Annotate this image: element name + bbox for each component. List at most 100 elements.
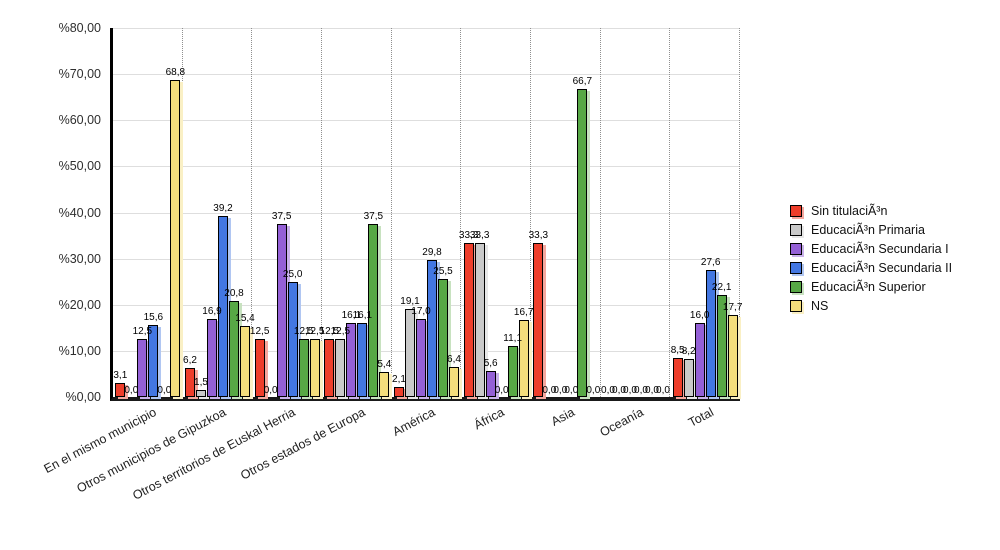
group-separator (739, 28, 740, 397)
legend-swatch-icon (790, 242, 802, 255)
legend-item: EducaciÃ³n Secundaria I (790, 241, 952, 256)
bar-value-label: 17,7 (722, 302, 743, 314)
bar-value-label: 16,1 (352, 309, 373, 321)
bar-value-label: 33,3 (469, 230, 490, 242)
bar-value-label: 0,0 (634, 385, 648, 396)
bar (298, 339, 309, 397)
bar-value-label: 6,2 (183, 355, 197, 367)
bar (474, 243, 485, 397)
bar (416, 318, 426, 397)
x-category-label: En el mismo municipio (41, 405, 159, 477)
bar-value-label: 0,0 (263, 385, 278, 396)
x-category-label: Asia (548, 405, 577, 429)
bar-value-label: 37,5 (363, 211, 384, 223)
group-separator (599, 28, 601, 397)
bar-value-label: 0,0 (656, 385, 670, 396)
y-tick-label: %50,00 (58, 159, 101, 174)
bar-value-label: 19,1 (400, 295, 420, 307)
bar (405, 308, 415, 397)
bar-value-label: 0,0 (542, 385, 557, 396)
y-tick-label: %40,00 (58, 205, 101, 220)
legend-item: EducaciÃ³n Secundaria II (790, 260, 952, 275)
legend-swatch-icon (790, 299, 802, 312)
bar-value-label: 0,0 (623, 385, 637, 396)
bar-value-label: 11,1 (503, 332, 523, 344)
bar (276, 224, 287, 397)
bar-value-label: 12,5 (132, 326, 153, 338)
y-tick-label: %0,00 (65, 390, 101, 404)
bar-value-label: 29,8 (422, 246, 442, 258)
legend-label: NS (811, 298, 829, 313)
bar (427, 259, 437, 397)
bar-value-label: 68,8 (165, 66, 186, 78)
legend: Sin titulaciÃ³n EducaciÃ³n Primaria Educac… (790, 203, 952, 317)
bar-value-label: 16,9 (202, 306, 222, 318)
bar-value-label: 15,6 (143, 312, 164, 324)
x-category-label: Total (685, 405, 716, 430)
bar-value-label: 2,1 (392, 374, 406, 386)
bar (335, 339, 346, 397)
bar-value-label: 1,5 (194, 377, 208, 389)
legend-swatch-icon (790, 280, 802, 293)
group-separator (460, 28, 462, 397)
bar (449, 367, 459, 397)
x-category-label: África (471, 405, 507, 433)
bar (170, 79, 181, 397)
y-tick-label: %20,00 (58, 297, 101, 312)
bar-value-label: 33,3 (528, 230, 549, 242)
bar (694, 323, 705, 397)
legend-label: EducaciÃ³n Superior (811, 279, 926, 294)
bar (683, 359, 694, 397)
bar (240, 325, 250, 397)
bar-value-label: 33,3 (458, 230, 479, 242)
group-separator (321, 28, 322, 397)
bar (185, 368, 195, 397)
bar-value-label: 8,5 (670, 344, 685, 356)
bar-value-label: 3,1 (113, 369, 128, 381)
bar-value-label: 0,0 (553, 385, 568, 396)
bar (324, 339, 335, 397)
bar (379, 372, 390, 397)
bar-value-label: 0,0 (157, 385, 172, 396)
bar-value-label: 15,4 (235, 312, 255, 324)
group-separator (669, 28, 671, 397)
bar-value-label: 6,4 (447, 354, 461, 366)
bar (485, 371, 496, 397)
y-tick-label: %60,00 (58, 113, 101, 128)
bar (533, 243, 544, 397)
bar-value-label: 27,6 (700, 256, 721, 268)
bar (115, 382, 126, 397)
bar (346, 322, 357, 397)
gridline (113, 350, 740, 352)
bar-value-label: 37,5 (271, 211, 292, 223)
bar-value-label: 0,0 (124, 385, 139, 396)
bar-value-label: 12,5 (249, 326, 270, 338)
group-separator (251, 28, 253, 397)
bar-value-label: 0,0 (601, 385, 615, 396)
y-tick-label: %30,00 (58, 251, 101, 266)
bar-value-label: 20,8 (224, 288, 244, 300)
bar (207, 319, 217, 397)
bar-value-label: 22,1 (711, 282, 732, 294)
bar-value-label: 0,0 (612, 385, 626, 396)
gridline (113, 258, 740, 260)
bar (727, 315, 738, 397)
bar (229, 301, 239, 397)
y-tick-label: %70,00 (58, 67, 101, 82)
bar (463, 243, 474, 397)
gridline (113, 166, 740, 168)
bar-value-label: 12,5 (330, 326, 351, 338)
bar-value-label: 12,5 (293, 326, 314, 338)
bar-value-label: 17,0 (411, 305, 431, 317)
y-tick-label: %80,00 (58, 21, 101, 35)
bar-value-label: 0,0 (586, 385, 601, 396)
bar-value-label: 25,5 (433, 266, 453, 278)
bar (394, 387, 404, 397)
bar-value-label: 16,0 (689, 310, 710, 322)
x-category-label: Otros estados de Europa (238, 405, 368, 483)
bar-value-label: 66,7 (572, 76, 593, 88)
bar-value-label: 5,4 (377, 359, 392, 371)
bar (672, 357, 683, 397)
legend-item: NS (790, 298, 952, 313)
